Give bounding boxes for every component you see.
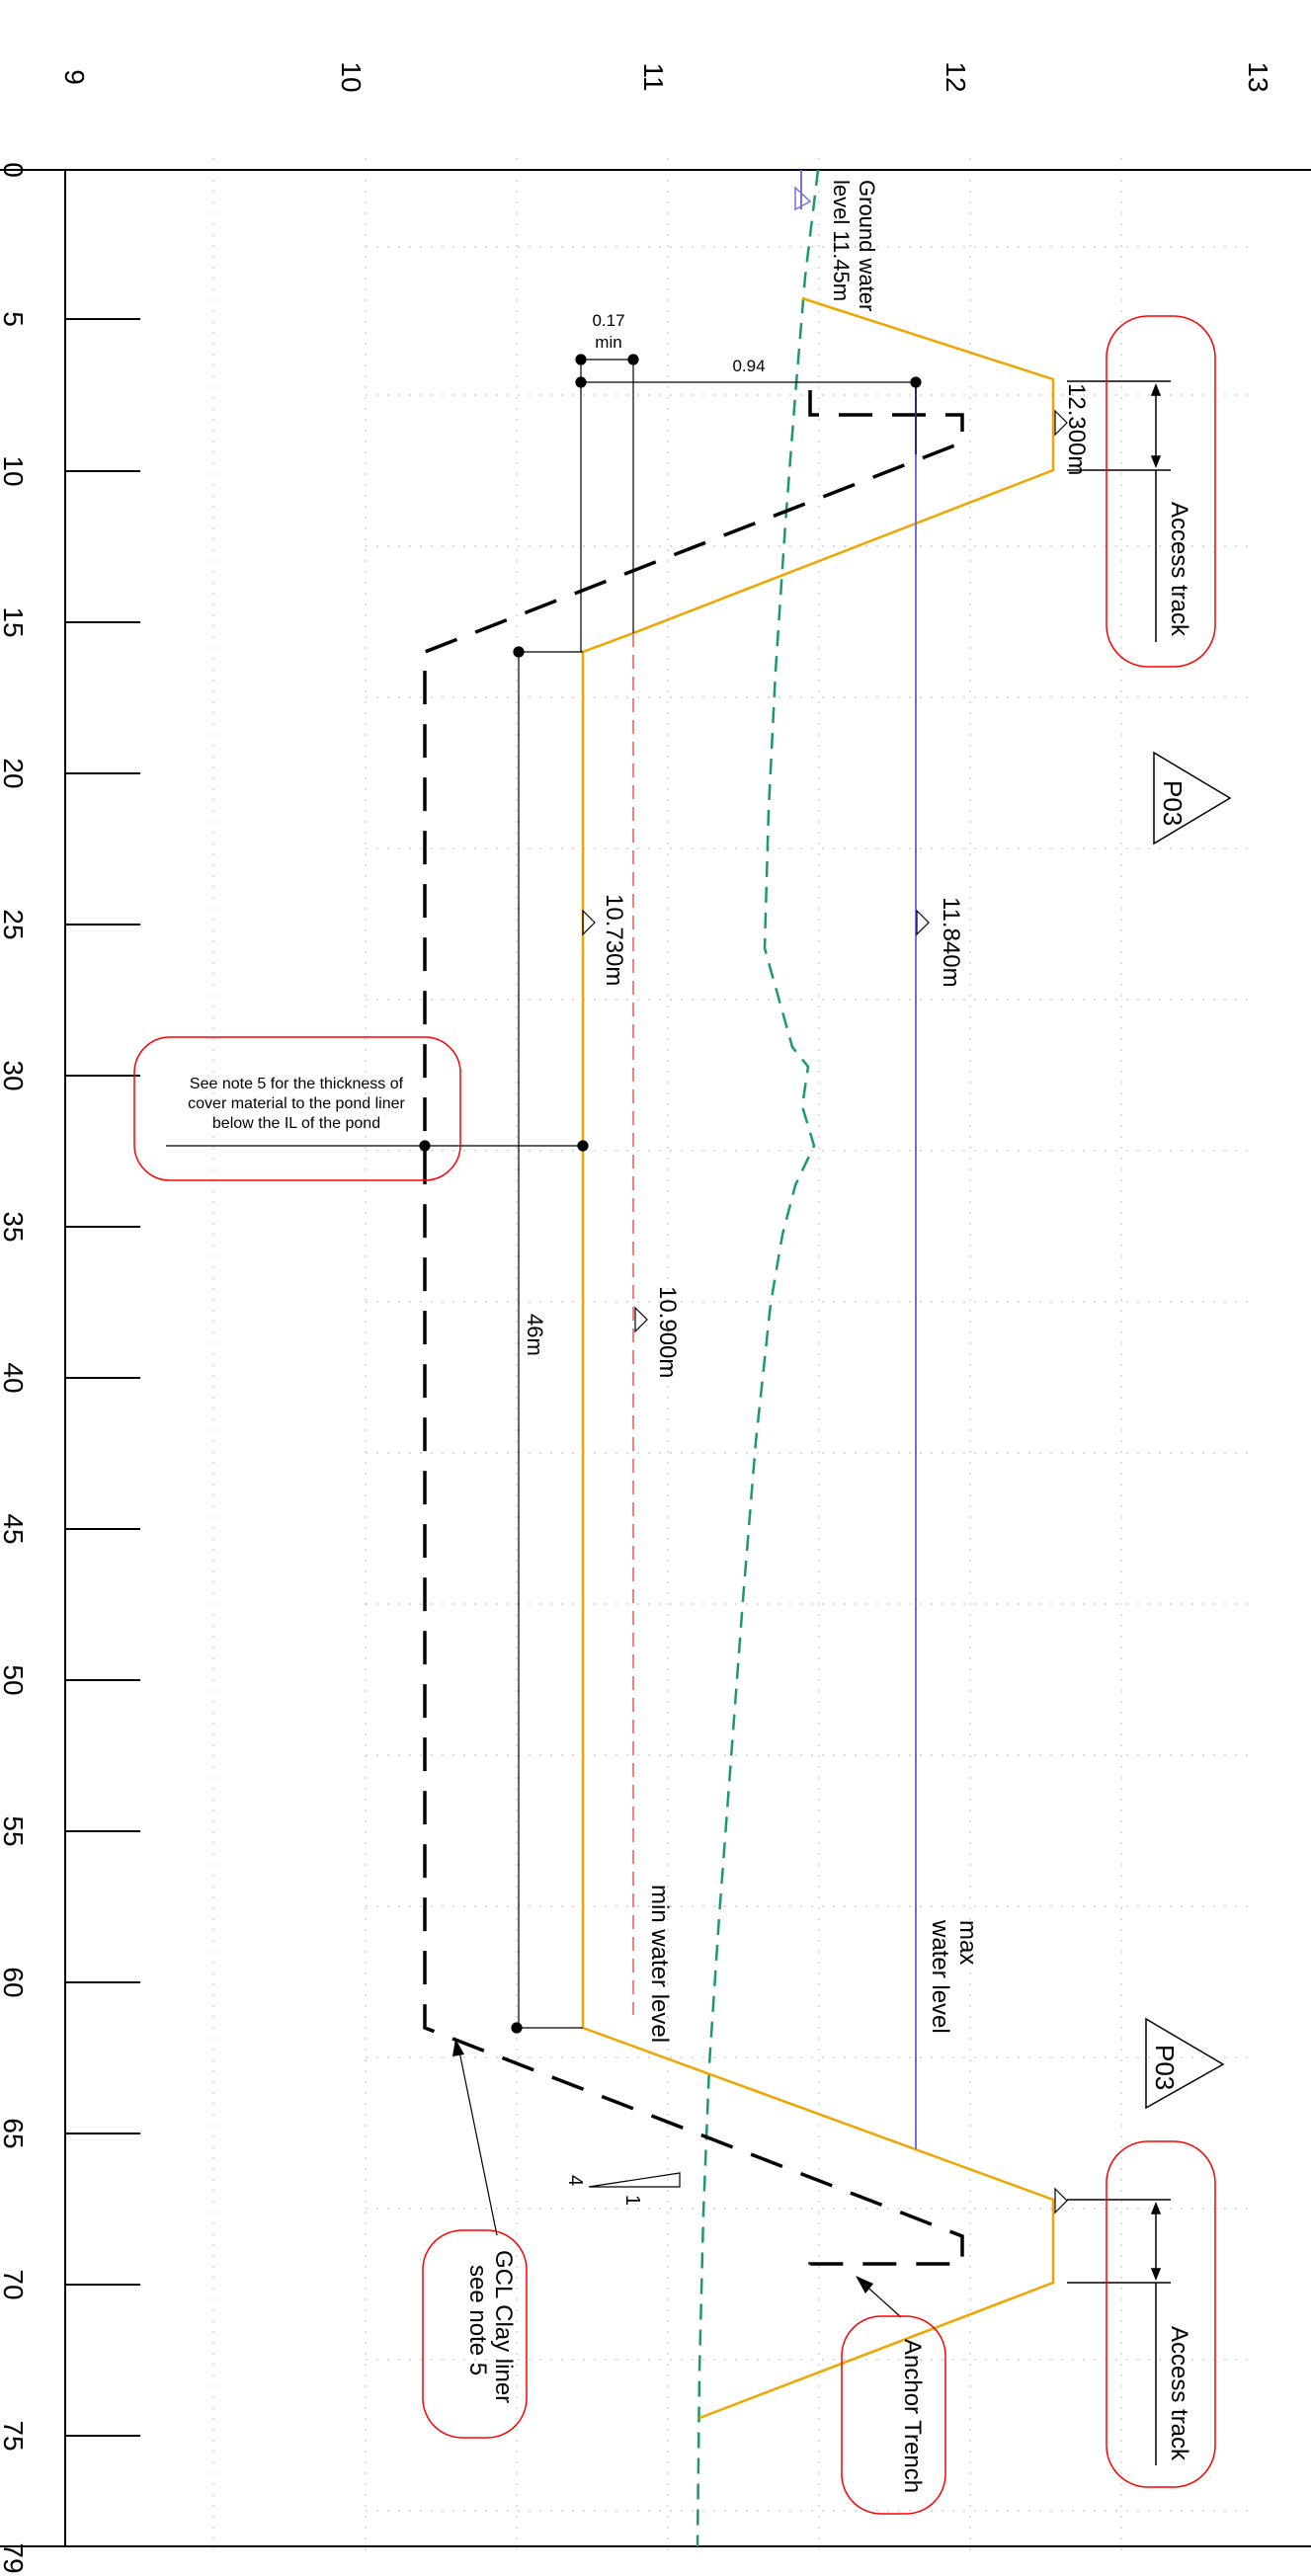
access-track-label: Access track [1166,2326,1192,2461]
elevation-tick-labels: 9 10 11 12 13 [59,61,1273,92]
access-track-label: Access track [1166,502,1192,637]
access-track-dims [1067,380,1171,2465]
chainage-label: 5 [0,311,29,327]
anchor-arrow [856,2276,873,2294]
anchor-trench-label: Anchor Trench [899,2339,926,2493]
chainage-label: 10 [0,455,29,486]
revision-clouds [133,315,1216,2515]
note5-text: below the IL of the pond [212,1115,380,1132]
note5-text: See note 5 for the thickness of [190,1076,404,1092]
gcl-leader [457,2046,498,2236]
note5-text: cover material to the pond liner [188,1095,405,1112]
chainage-label: 75 [0,2420,29,2451]
slope-1: 1 [621,2195,643,2206]
chainage-label: 25 [0,909,29,939]
chainage-label: 15 [0,606,29,637]
dim-017: 0.17 [592,311,624,330]
elevation-label: 9 [59,69,90,85]
chainage-tick-labels: 0 5 10 15 20 25 30 35 40 45 50 55 60 65 … [0,162,29,2573]
frame [0,169,1311,2547]
gcl-arrow [452,2039,464,2056]
slope-triangle [588,2172,681,2188]
groundwater-line [696,169,820,2547]
elevation-label: 12 [941,61,971,92]
elevation-label: 11 [638,62,669,91]
chainage-label: 35 [0,1211,29,1242]
elevation-label: 13 [1243,61,1273,92]
pond-outline [581,296,1055,2420]
dotted-grid [212,158,1255,2553]
revision-label: P03 [1158,780,1188,826]
groundwater-label: level 11.45m [829,180,854,301]
level-11840: 11.840m [938,897,964,988]
dim-094: 0.94 [732,357,765,375]
revision-label: P03 [1150,2045,1180,2090]
groundwater-marker [794,170,812,211]
gcl-label: GCL Clay liner [490,2250,517,2403]
dimension-lines [166,354,922,2034]
chainage-label: 65 [0,2118,29,2148]
revision-triangle [1145,751,1232,2110]
level-12300: 12.300m [1063,383,1090,475]
level-10730: 10.730m [601,894,627,986]
elevation-label: 10 [336,61,367,92]
chainage-label: 40 [0,1362,29,1393]
chainage-label: 70 [0,2269,29,2299]
chainage-label: 20 [0,758,29,788]
chainage-label: 60 [0,1967,29,1997]
max-water-label: max [954,1920,981,1965]
groundwater-label: Ground water [855,180,879,311]
chainage-label: 30 [0,1060,29,1090]
max-water-label: water level [927,1919,953,2034]
level-markers [582,409,1068,2214]
min-water-label: min water level [646,1885,673,2043]
slope-4: 4 [564,2175,586,2186]
level-10900: 10.900m [654,1286,681,1378]
chainage-label: 50 [0,1664,29,1695]
chainage-label: 0 [0,162,29,178]
chainage-label: 79 [0,2542,29,2573]
chainage-tick-marks [65,318,140,2437]
chainage-label: 55 [0,1815,29,1846]
dim-46m: 46m [523,1314,547,1356]
dim-min: min [595,333,621,352]
gcl-label: see note 5 [464,2265,491,2375]
chainage-label: 45 [0,1513,29,1544]
gcl-liner [423,390,964,2282]
